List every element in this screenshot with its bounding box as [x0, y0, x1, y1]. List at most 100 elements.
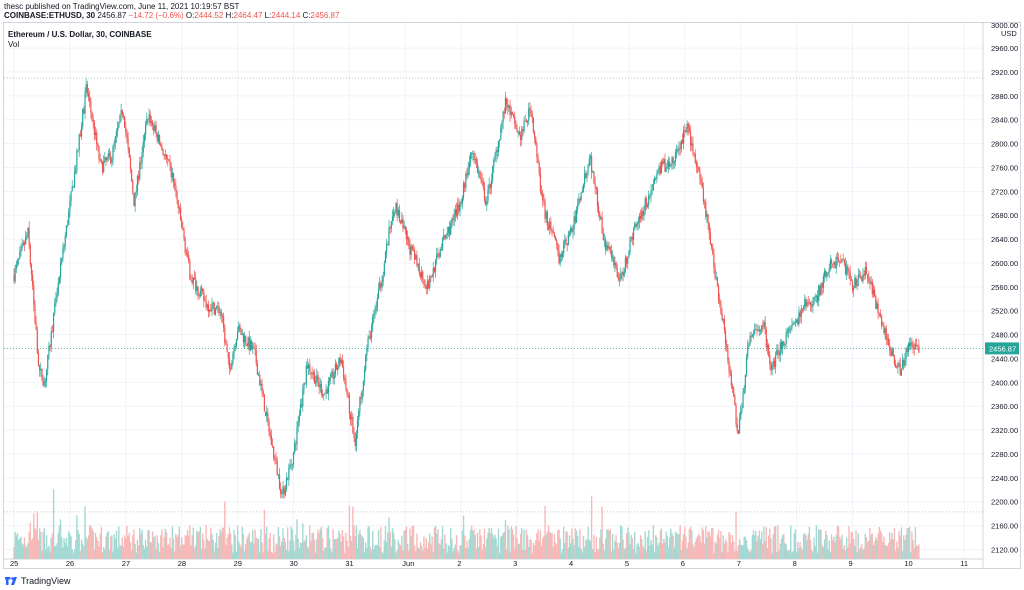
candle-body [865, 266, 868, 275]
candle-body [799, 312, 801, 317]
volume-bar [365, 542, 367, 559]
volume-bar [542, 537, 544, 559]
volume-bar [799, 541, 801, 559]
candle-body [436, 253, 438, 260]
volume-bar [411, 525, 413, 559]
candle-body [785, 332, 787, 344]
candle-body [846, 266, 848, 275]
price-chart[interactable]: 2120.002160.002200.002240.002280.002320.… [4, 23, 1020, 568]
volume-bar [264, 533, 267, 559]
candle-body [733, 388, 735, 397]
candle-body [177, 199, 179, 209]
candle-body [864, 266, 866, 276]
candle-body [636, 224, 638, 227]
volume-bar [561, 548, 564, 559]
candle-body [501, 122, 503, 128]
volume-bar [801, 549, 804, 559]
time-tick-label: 11 [960, 559, 968, 568]
volume-bar [232, 552, 234, 559]
volume-bar [395, 552, 397, 559]
volume-bar [348, 505, 351, 559]
candle-body [125, 127, 127, 133]
candle-body [631, 237, 633, 240]
volume-bar [659, 530, 662, 559]
volume-bar [547, 525, 550, 559]
volume-bar [35, 530, 37, 559]
candle-body [160, 144, 162, 147]
candle-body [881, 316, 883, 326]
volume-bar [736, 550, 738, 559]
volume-bar [758, 530, 761, 559]
candle-body [216, 306, 218, 309]
volume-bar [652, 525, 655, 559]
candle-body [510, 111, 512, 116]
candle-body [212, 302, 214, 305]
candle-body [674, 151, 677, 162]
candle-body [424, 283, 426, 286]
candle-body [775, 355, 777, 367]
volume-bar [40, 531, 42, 559]
candle-body [685, 130, 687, 133]
candle-body [890, 350, 892, 356]
candle-body [624, 257, 627, 272]
volume-bar [750, 549, 752, 559]
tradingview-logo-icon[interactable] [4, 575, 18, 587]
candle-body [149, 114, 151, 123]
volume-bar [271, 552, 274, 559]
volume-bar [231, 544, 233, 559]
candle-body [220, 311, 222, 316]
volume-bar [693, 547, 695, 559]
volume-bar [566, 531, 568, 559]
volume-bar [911, 531, 913, 559]
candle-body [181, 219, 183, 228]
candle-body [904, 359, 906, 366]
volume-bar [303, 541, 305, 559]
candle-body [471, 153, 473, 155]
candle-body [320, 384, 323, 395]
candle-body [819, 285, 821, 295]
volume-bar [694, 541, 696, 559]
candle-body [217, 306, 219, 307]
candle-body [157, 135, 160, 141]
candle-body [131, 169, 133, 182]
volume-bar [604, 538, 607, 559]
volume-bar [394, 539, 396, 559]
volume-bar [793, 533, 795, 559]
volume-bar [52, 489, 55, 559]
candle-body [575, 209, 578, 223]
volume-bar [243, 551, 246, 559]
candle-body [854, 277, 856, 288]
volume-bar [107, 531, 110, 559]
candle-body [855, 277, 857, 287]
volume-bar [300, 542, 303, 559]
candle-body [414, 250, 416, 260]
candle-body [105, 157, 107, 161]
volume-bar [870, 534, 872, 559]
candle-body [262, 391, 264, 395]
volume-bar [371, 530, 374, 559]
volume-bar [608, 531, 610, 559]
candle-body [702, 188, 705, 203]
volume-bar [643, 548, 645, 559]
volume-bar [261, 542, 263, 559]
volume-bar [257, 539, 260, 559]
candle-body [36, 329, 38, 354]
candle-body [630, 237, 632, 239]
volume-bar [480, 535, 482, 559]
volume-bar [290, 526, 292, 559]
price-tick-label: 2720.00 [991, 187, 1018, 196]
volume-bar [70, 536, 72, 559]
chart-frame[interactable]: 2120.00 2160.00 2200.00 2240.00 2280.00 2320.… [3, 22, 1021, 569]
candle-body [214, 308, 217, 315]
footer-brand[interactable]: TradingView [21, 576, 71, 586]
volume-bar [284, 541, 287, 559]
volume-bar [784, 543, 786, 559]
candle-body [585, 173, 587, 179]
volume-bar [880, 533, 883, 559]
volume-bar [304, 540, 306, 559]
volume-bar [299, 542, 302, 559]
candle-body [117, 127, 119, 132]
candle-body [115, 131, 118, 137]
volume-bar [658, 542, 660, 559]
candle-body [107, 153, 109, 158]
